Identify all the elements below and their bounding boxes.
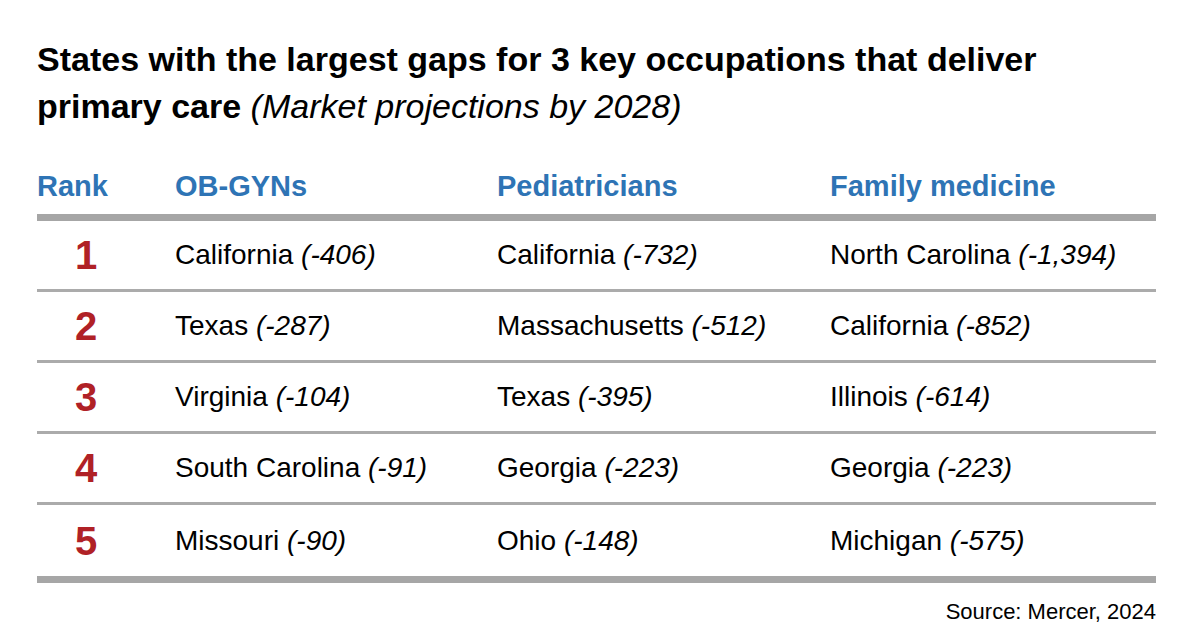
gap-value: (-406)	[301, 239, 376, 270]
gap-value: (-512)	[692, 310, 767, 341]
state-name: Michigan	[830, 525, 942, 556]
gap-value: (-91)	[368, 452, 427, 483]
state-name: South Carolina	[175, 452, 360, 483]
obgyn-cell: South Carolina (-91)	[175, 452, 497, 484]
gap-value: (-287)	[256, 310, 331, 341]
state-name: California	[830, 310, 948, 341]
family-medicine-cell: California (-852)	[830, 310, 1156, 342]
state-name: California	[497, 239, 615, 270]
family-medicine-cell: Michigan (-575)	[830, 525, 1156, 557]
rank-cell: 5	[37, 521, 175, 561]
rank-cell: 3	[37, 377, 175, 417]
family-medicine-cell: North Carolina (-1,394)	[830, 239, 1156, 271]
infographic-page: States with the largest gaps for 3 key o…	[0, 0, 1194, 625]
obgyn-cell: California (-406)	[175, 239, 497, 271]
title-subtitle: (Market projections by 2028)	[251, 87, 682, 125]
state-name: California	[175, 239, 293, 270]
state-name: Virginia	[175, 381, 268, 412]
state-name: Missouri	[175, 525, 279, 556]
state-name: Texas	[497, 381, 570, 412]
table-row: 3 Virginia (-104) Texas (-395) Illinois …	[37, 363, 1156, 434]
column-header-obgyns: OB-GYNs	[175, 168, 497, 204]
gap-value: (-614)	[916, 381, 991, 412]
state-name: Texas	[175, 310, 248, 341]
gap-value: (-1,394)	[1018, 239, 1116, 270]
column-header-rank: Rank	[37, 168, 175, 204]
obgyn-cell: Missouri (-90)	[175, 525, 497, 557]
pediatricians-cell: Massachusetts (-512)	[497, 310, 830, 342]
column-header-family-medicine: Family medicine	[830, 168, 1156, 204]
pediatricians-cell: Ohio (-148)	[497, 525, 830, 557]
rank-cell: 1	[37, 235, 175, 275]
gap-value: (-852)	[956, 310, 1031, 341]
source-note: Source: Mercer, 2024	[37, 599, 1156, 625]
gap-value: (-148)	[564, 525, 639, 556]
table-row: 4 South Carolina (-91) Georgia (-223) Ge…	[37, 434, 1156, 505]
pediatricians-cell: Texas (-395)	[497, 381, 830, 413]
state-name: Massachusetts	[497, 310, 684, 341]
family-medicine-cell: Georgia (-223)	[830, 452, 1156, 484]
table-row: 2 Texas (-287) Massachusetts (-512) Cali…	[37, 292, 1156, 363]
state-name: Georgia	[497, 452, 597, 483]
table-body: 1 California (-406) California (-732) No…	[37, 221, 1156, 576]
rank-cell: 2	[37, 306, 175, 346]
gap-value: (-104)	[276, 381, 351, 412]
gap-value: (-223)	[604, 452, 679, 483]
gap-value: (-223)	[937, 452, 1012, 483]
pediatricians-cell: California (-732)	[497, 239, 830, 271]
state-name: Georgia	[830, 452, 930, 483]
page-title: States with the largest gaps for 3 key o…	[37, 36, 1156, 130]
table-header-row: Rank OB-GYNs Pediatricians Family medici…	[37, 168, 1156, 204]
column-header-pediatricians: Pediatricians	[497, 168, 830, 204]
state-name: Ohio	[497, 525, 556, 556]
obgyn-cell: Texas (-287)	[175, 310, 497, 342]
footer-divider-rule	[37, 576, 1156, 583]
state-name: Illinois	[830, 381, 908, 412]
table-row: 5 Missouri (-90) Ohio (-148) Michigan (-…	[37, 505, 1156, 576]
table-row: 1 California (-406) California (-732) No…	[37, 221, 1156, 292]
state-name: North Carolina	[830, 239, 1011, 270]
gap-value: (-90)	[287, 525, 346, 556]
header-divider-rule	[37, 214, 1156, 221]
gap-value: (-575)	[950, 525, 1025, 556]
gap-value: (-395)	[578, 381, 653, 412]
rank-cell: 4	[37, 448, 175, 488]
gap-value: (-732)	[623, 239, 698, 270]
pediatricians-cell: Georgia (-223)	[497, 452, 830, 484]
family-medicine-cell: Illinois (-614)	[830, 381, 1156, 413]
obgyn-cell: Virginia (-104)	[175, 381, 497, 413]
